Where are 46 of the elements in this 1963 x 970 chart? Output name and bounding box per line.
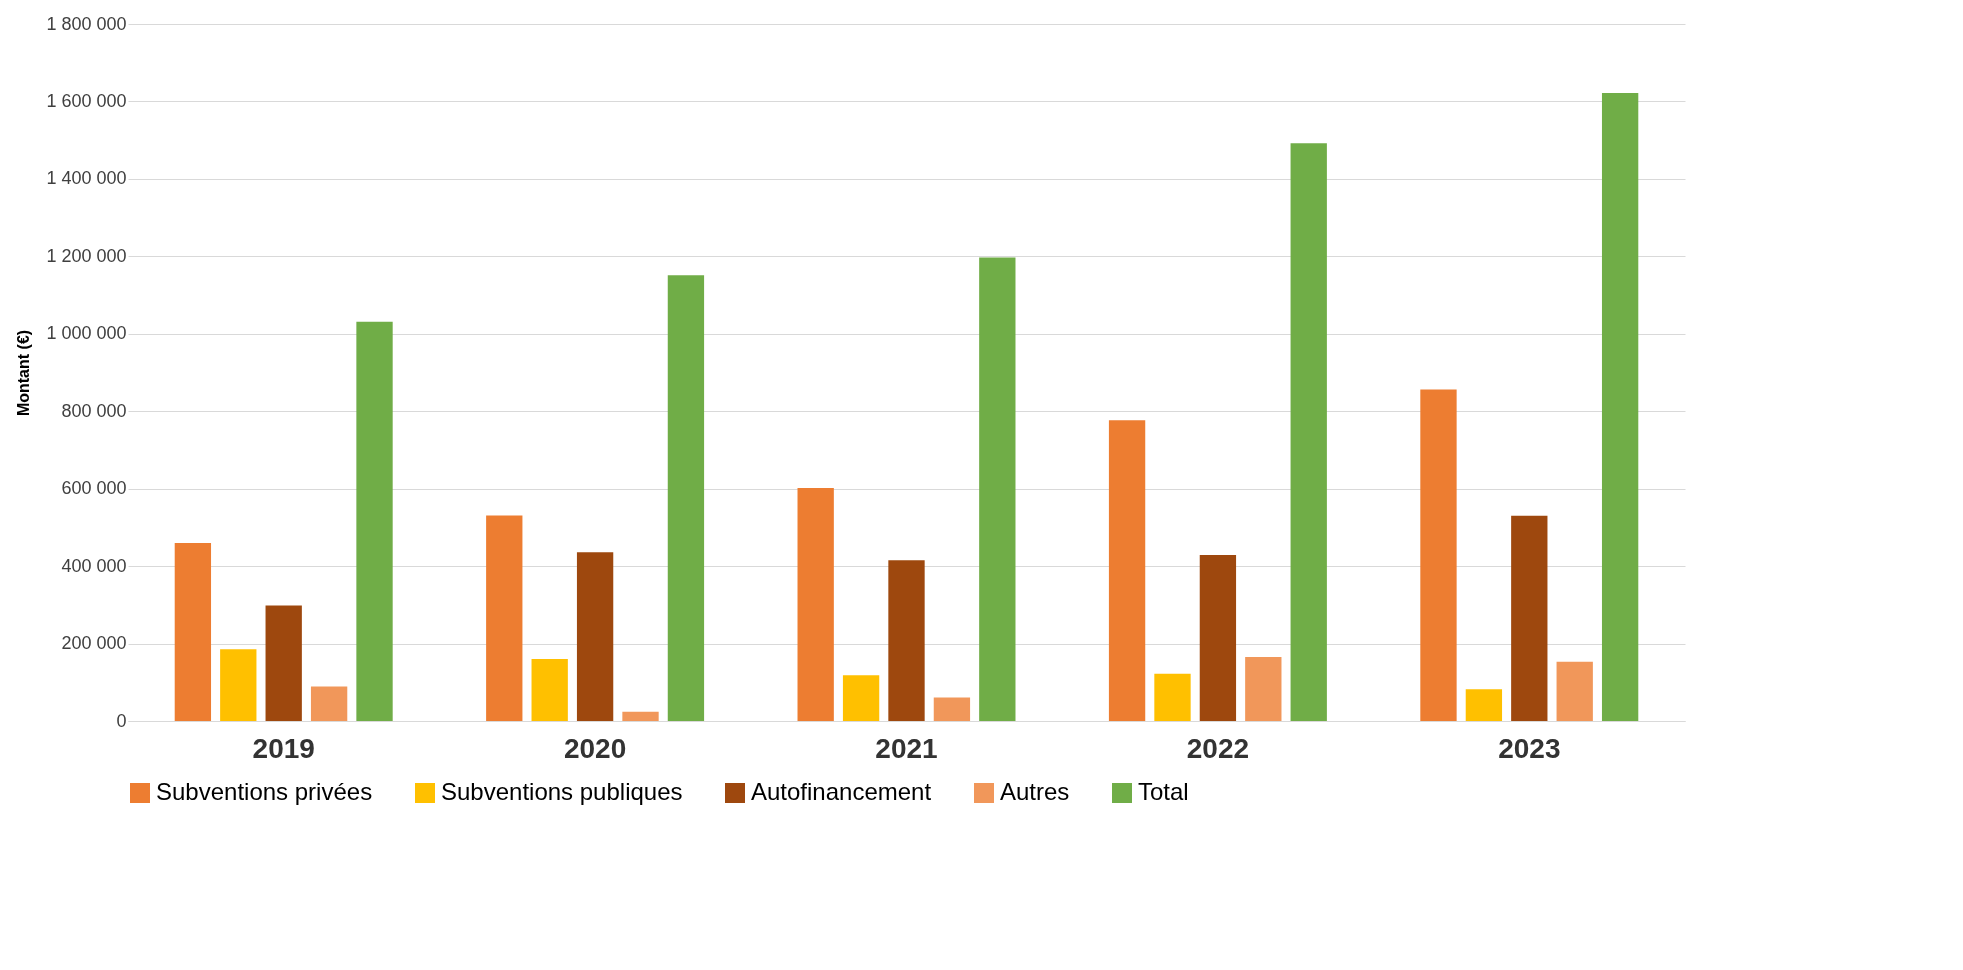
legend-label: Subventions privées [156,778,373,805]
bar [842,675,880,721]
bar [531,659,568,721]
bar [1108,420,1146,721]
bar [265,605,302,721]
bar [1199,554,1237,721]
bar [1420,389,1457,721]
bar [979,257,1016,721]
y-tick-label: 0 [116,710,127,731]
y-tick-label: 1 600 000 [46,90,127,111]
y-tick-label: 600 000 [61,478,127,499]
bar [888,560,925,721]
bar [356,321,393,721]
bar [1154,673,1191,721]
bar [576,552,614,721]
bar [1556,661,1593,721]
legend-label: Autofinancement [751,778,932,805]
bar [622,711,659,721]
bar [1245,657,1282,721]
bar [933,697,971,721]
bar [1290,143,1327,721]
y-tick-label: 1 200 000 [46,245,127,266]
x-tick-label: 2019 [252,732,315,764]
bar [1465,689,1503,721]
y-tick-label: 1 000 000 [46,323,127,344]
y-axis-title: Montant (€) [15,329,33,417]
bar [310,686,348,721]
bar [486,515,523,721]
x-tick-label: 2021 [875,732,938,764]
legend-label: Autres [1000,778,1070,805]
x-tick-label: 2022 [1186,732,1250,764]
legend-label: Total [1138,778,1189,805]
y-tick-label: 200 000 [61,633,127,654]
y-tick-label: 1 400 000 [46,168,127,189]
x-tick-label: 2023 [1498,732,1561,764]
legend-label: Subventions publiques [441,778,683,805]
bar [1511,515,1548,721]
x-tick-label: 2020 [563,732,627,764]
bar [1601,92,1639,721]
y-tick-label: 800 000 [61,400,127,421]
y-tick-label: 400 000 [61,555,127,576]
y-tick-label: 1 800 000 [46,13,127,34]
bar [174,542,212,721]
bar [797,487,834,721]
bar [667,275,705,721]
bar [220,649,257,721]
